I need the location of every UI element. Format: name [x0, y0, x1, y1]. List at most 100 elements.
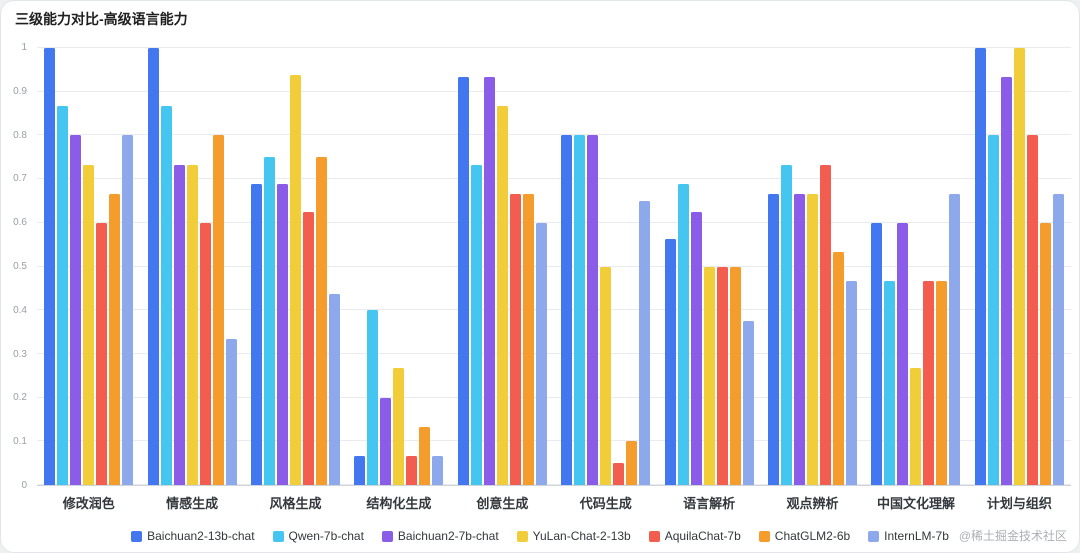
y-tick-label: 0.1 [13, 436, 27, 448]
bar-baichuan2-7b-chat [380, 397, 392, 485]
bar-baichuan2-13b-chat [768, 193, 780, 485]
bar-baichuan2-13b-chat [561, 135, 573, 485]
legend-label: ChatGLM2-6b [774, 529, 851, 543]
legend-label: Baichuan2-13b-chat [147, 529, 255, 543]
legend: Baichuan2-13b-chat Qwen-7b-chat Baichuan2-… [1, 525, 1079, 547]
gridline [37, 265, 1071, 267]
bar-internlm-7b [949, 193, 961, 485]
legend-item-baichuan2-13b-chat[interactable]: Baichuan2-13b-chat [131, 529, 255, 543]
bar-yulan-chat-2-13b [807, 193, 819, 485]
bar-groups [37, 48, 1071, 485]
bar-qwen-7b-chat [470, 164, 482, 485]
bar-yulan-chat-2-13b [600, 266, 612, 485]
bar-chatglm2-6b [833, 252, 845, 485]
y-tick-label: 0.7 [13, 173, 27, 185]
bar-qwen-7b-chat [574, 135, 586, 485]
bar-baichuan2-13b-chat [457, 77, 469, 485]
legend-swatch [381, 530, 393, 542]
bar-yulan-chat-2-13b [910, 368, 922, 485]
legend-swatch [868, 530, 880, 542]
bar-baichuan2-13b-chat [974, 48, 986, 485]
bar-yulan-chat-2-13b [186, 164, 198, 485]
bar-internlm-7b [846, 280, 858, 485]
bar-qwen-7b-chat [987, 135, 999, 485]
bar-aquilachat-7b [199, 222, 211, 485]
bar-internlm-7b [329, 293, 341, 485]
legend-label: Baichuan2-7b-chat [397, 529, 499, 543]
bar-chatglm2-6b [522, 193, 534, 485]
bar-chatglm2-6b [626, 441, 638, 485]
bar-internlm-7b [1052, 193, 1064, 485]
x-category-label: 风格生成 [269, 496, 322, 511]
bar-internlm-7b [122, 135, 134, 485]
bar-qwen-7b-chat [160, 106, 172, 485]
legend-label: AquilaChat-7b [664, 529, 741, 543]
bar-chatglm2-6b [1039, 222, 1051, 485]
legend-item-yulan-chat-2-13b[interactable]: YuLan-Chat-2-13b [516, 529, 631, 543]
y-tick-label: 0.6 [13, 217, 27, 229]
legend-swatch [758, 530, 770, 542]
bar-aquilachat-7b [1026, 135, 1038, 485]
gridline [37, 484, 1071, 485]
bar-yulan-chat-2-13b [393, 368, 405, 485]
bar-baichuan2-7b-chat [70, 135, 82, 485]
bar-aquilachat-7b [923, 280, 935, 485]
bar-group [244, 48, 347, 485]
x-axis-labels: 修改润色 情感生成 风格生成 结构化生成 创意生成 代码生成 语言解析 观点辨析 中国文化理解 计… [37, 493, 1071, 513]
bar-chatglm2-6b [316, 157, 328, 485]
bar-aquilachat-7b [613, 463, 625, 485]
gridline [37, 178, 1071, 180]
x-category-label: 语言解析 [683, 496, 736, 511]
y-tick-label: 0.2 [13, 392, 27, 404]
gridline [37, 440, 1071, 442]
bar-baichuan2-13b-chat [44, 48, 56, 485]
bar-qwen-7b-chat [264, 157, 276, 485]
gridline [37, 221, 1071, 223]
bar-group [347, 48, 450, 485]
gridline [37, 396, 1071, 398]
y-tick-label: 0.8 [13, 129, 27, 141]
x-category-label: 情感生成 [166, 496, 219, 511]
bar-baichuan2-7b-chat [897, 222, 909, 485]
legend-label: Qwen-7b-chat [288, 529, 364, 543]
chart-title: 三级能力对比-高级语言能力 [15, 11, 188, 27]
legend-label: InternLM-7b [884, 529, 949, 543]
legend-item-baichuan2-7b-chat[interactable]: Baichuan2-7b-chat [381, 529, 499, 543]
bar-chatglm2-6b [936, 280, 948, 485]
bar-aquilachat-7b [303, 211, 315, 485]
bar-qwen-7b-chat [677, 184, 689, 485]
bar-group [761, 48, 864, 485]
bar-aquilachat-7b [509, 193, 521, 485]
bar-chatglm2-6b [212, 135, 224, 485]
gridlines [37, 47, 1071, 485]
legend-swatch [272, 530, 284, 542]
legend-item-aquilachat-7b[interactable]: AquilaChat-7b [648, 529, 741, 543]
plot-area [37, 47, 1071, 486]
x-category-label: 结构化生成 [366, 496, 432, 511]
bar-group [864, 48, 967, 485]
legend-item-qwen-7b-chat[interactable]: Qwen-7b-chat [272, 529, 364, 543]
y-tick-label: 0.3 [13, 348, 27, 360]
y-tick-label: 0 [21, 480, 27, 491]
bar-internlm-7b [432, 455, 444, 485]
gridline [37, 47, 1071, 48]
gridline [37, 90, 1071, 92]
x-category-label: 观点辨析 [786, 496, 839, 511]
bar-group [968, 48, 1071, 485]
legend-item-chatglm2-6b[interactable]: ChatGLM2-6b [758, 529, 851, 543]
bar-yulan-chat-2-13b [1013, 48, 1025, 485]
x-category-label: 中国文化理解 [876, 496, 955, 511]
y-tick-label: 0.5 [13, 261, 27, 272]
bar-internlm-7b [535, 222, 547, 485]
y-tick-label: 0.9 [13, 85, 27, 97]
legend-item-internlm-7b[interactable]: InternLM-7b [868, 529, 949, 543]
bar-qwen-7b-chat [781, 164, 793, 485]
bar-group [451, 48, 554, 485]
bar-baichuan2-13b-chat [354, 455, 366, 485]
bar-baichuan2-7b-chat [173, 164, 185, 485]
x-category-label: 计划与组织 [986, 496, 1052, 511]
bar-group [554, 48, 657, 485]
bar-aquilachat-7b [406, 455, 418, 485]
legend-swatch [131, 530, 143, 542]
